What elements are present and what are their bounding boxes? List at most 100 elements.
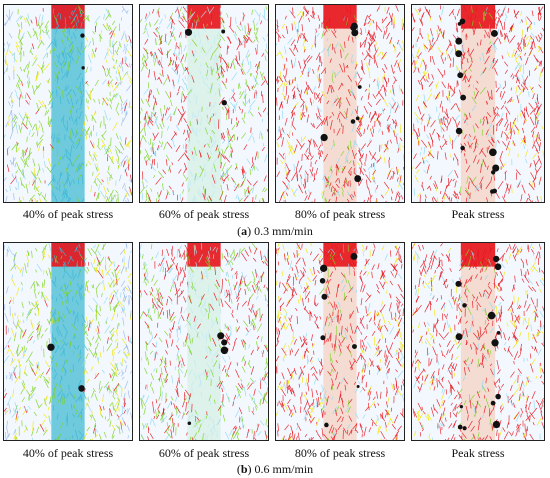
crack-segment [333,264,337,271]
crack-segment [316,74,320,81]
crack-segment [56,330,60,336]
crack-segment [96,163,99,171]
crack-segment [427,141,430,145]
crack-segment [307,410,312,418]
crack-segment [231,261,234,266]
crack-segment [157,61,161,66]
crack-segment [504,132,510,139]
crack-segment [280,312,282,316]
crack-segment [170,316,176,323]
crack-segment [49,396,52,403]
crack-segment [147,337,154,345]
crack-segment [282,82,286,92]
crack-segment [303,48,306,53]
crack-segment [485,6,488,11]
crack-segment [482,119,485,126]
crack-segment [92,351,96,358]
crack-segment [241,383,244,389]
loading-rate-a: 0.3 mm/min [254,224,313,238]
crack-segment [308,152,312,157]
crack-segment [321,30,324,39]
crack-segment [115,70,118,75]
crack-segment [437,112,441,120]
crack-segment [81,45,87,53]
crack-segment [204,311,207,317]
crack-segment [216,247,218,253]
crack-segment [197,323,201,329]
crack-segment [164,425,171,434]
crack-segment [290,39,296,46]
crack-segment [186,124,192,134]
crack-segment [17,22,20,28]
crack-segment [207,374,212,381]
crack-segment [101,179,104,183]
crack-segment [302,184,306,190]
crack-segment [5,189,8,193]
crack-segment [421,139,428,148]
crack-field-b-peak [412,243,544,440]
crack-segment [110,294,115,304]
crack-segment [191,22,194,29]
crack-segment [162,169,166,175]
crack-segment [210,136,213,143]
crack-segment [348,429,353,436]
crack-segment [359,167,365,176]
crack-segment [74,153,81,162]
crack-segment [93,142,95,149]
crack-segment [144,178,148,183]
crack-segment [393,331,399,340]
crack-segment [330,368,333,375]
crack-segment [343,295,347,301]
crack-segment [429,144,432,149]
crack-segment [517,181,521,188]
crack-segment [15,44,19,53]
crack-segment [122,44,129,53]
crack-segment [296,422,302,431]
crack-segment [488,32,490,39]
crack-segment [360,275,363,282]
crack-segment [254,151,258,161]
crack-segment [112,387,117,395]
crack-segment [183,129,186,135]
crack-segment [44,395,48,401]
crack-segment [491,138,495,143]
crack-segment [266,288,268,292]
crack-segment [235,385,242,393]
crack-segment [211,356,214,364]
crack-segment [299,174,303,179]
crack-segment [232,60,236,70]
crack-segment [436,33,440,42]
crack-segment [64,52,68,60]
crack-segment [496,112,500,117]
crack-segment [209,400,212,406]
crack-segment [176,91,179,96]
crack-segment [508,184,512,194]
crack-segment [413,153,417,160]
crack-segment [140,98,144,104]
crack-segment [9,129,14,140]
crack-segment [120,151,123,155]
crack-segment [392,266,398,272]
crack-segment [159,292,164,299]
crack-segment [56,85,61,90]
crack-segment [365,63,370,71]
crack-segment [397,257,403,264]
crack-segment [165,40,168,44]
crack-segment [518,42,523,52]
crack-segment [509,98,513,103]
crack-segment [90,88,94,93]
crack-segment [30,366,36,376]
crack-segment [288,130,291,137]
crack-segment [247,187,253,195]
crack-segment [333,189,337,196]
crack-segment [413,69,416,73]
crack-segment [41,61,45,70]
crack-segment [303,153,310,160]
crack-segment [227,259,233,270]
crack-segment [144,117,148,124]
caption-a-40: 40% of peak stress [22,207,114,221]
crack-segment [190,87,193,94]
crack-segment [54,315,61,323]
crack-segment [390,311,393,320]
crack-segment [380,366,382,371]
